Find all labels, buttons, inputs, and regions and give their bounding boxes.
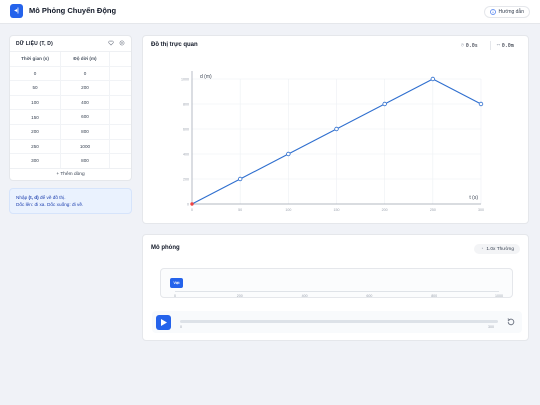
speed-icon: ◔	[480, 246, 484, 252]
table-row: 300 800	[10, 154, 131, 169]
app-title: Mô Phỏng Chuyển Động	[29, 6, 117, 15]
data-panel: DỮ LIỆU (T, D) Thời gian (s) Độ dời (m) …	[9, 35, 132, 181]
data-panel-title: DỮ LIỆU (T, D)	[16, 41, 53, 47]
guide-label: Hướng dẫn	[498, 9, 524, 15]
distance-cell[interactable]: 800	[60, 154, 110, 168]
table-row: 200 800	[10, 124, 131, 140]
simulation-panel: Mô phỏng ◔ 1.0x Thường Vật 0 200 400 600 800…	[142, 234, 529, 341]
x-tick-label: 100	[285, 208, 291, 212]
data-point	[334, 126, 339, 132]
distance-cell[interactable]: 400	[60, 95, 110, 110]
playback-controls: 0 300	[152, 311, 522, 333]
speed-label: 1.0x Thường	[486, 246, 514, 252]
distance-time-chart: 0 200 400 600 800 1000 0 50 100 150 200 250 300 d (m)…	[181, 71, 484, 212]
play-button[interactable]	[156, 315, 171, 330]
y-tick-label: 600	[183, 127, 189, 131]
x-tick-label: 250	[430, 208, 436, 212]
clock-icon: ◷	[461, 43, 464, 48]
motion-track: Vật 0 200 400 600 800 1000	[160, 268, 513, 298]
time-cell[interactable]: 0	[33, 70, 37, 76]
play-icon	[161, 319, 167, 326]
y-axis-label: d (m)	[200, 74, 212, 80]
x-tick-label: 200	[382, 208, 388, 212]
data-point	[478, 101, 484, 107]
add-row-button[interactable]: + Thêm dòng	[10, 168, 131, 180]
y-tick-label: 1000	[181, 77, 189, 81]
y-tick-label: 200	[183, 177, 189, 181]
time-cell[interactable]: 250	[31, 143, 39, 149]
track-tick-label: 0	[174, 294, 176, 298]
hint-line-1: Nhập (t, d) để vẽ đồ thị.	[16, 195, 66, 200]
table-header-row: Thời gian (s) Độ dời (m)	[10, 52, 131, 67]
graph-panel: Đồ thị trực quan ◷ 0.0s ⟷ 0.0m 0 200 400 600 8…	[142, 35, 529, 224]
hint-note: Nhập (t, d) để vẽ đồ thị. Dốc lên: đi xa…	[9, 188, 132, 214]
readout-divider	[490, 41, 491, 50]
data-point	[286, 151, 291, 157]
track-tick-label: 800	[431, 294, 438, 298]
distance-cell[interactable]: 0	[60, 66, 110, 81]
simulation-title: Mô phỏng	[151, 245, 180, 251]
time-slider[interactable]	[180, 320, 498, 323]
distance-cell[interactable]: 200	[60, 81, 110, 95]
column-header-time: Thời gian (s)	[21, 56, 49, 62]
track-line	[175, 291, 499, 292]
current-position-marker	[190, 202, 194, 206]
app-logo-icon: ◂|	[10, 4, 23, 18]
distance-cell[interactable]: 600	[60, 110, 110, 124]
time-cell[interactable]: 300	[31, 158, 39, 164]
slider-min-label: 0	[180, 325, 182, 329]
y-tick-label: 0	[187, 202, 189, 206]
column-header-distance: Độ dời (m)	[60, 52, 110, 66]
speed-selector[interactable]: ◔ 1.0x Thường	[474, 244, 520, 254]
time-cell[interactable]: 150	[31, 114, 39, 120]
data-table: Thời gian (s) Độ dời (m) 0 0 50 200 100 400 15…	[10, 51, 131, 169]
data-point	[237, 176, 243, 182]
x-axis-label: t (s)	[469, 195, 478, 201]
x-tick-label: 300	[478, 208, 484, 212]
app-header: ◂| Mô Phỏng Chuyển Động Hướng dẫn	[0, 0, 540, 24]
table-row: 100 400	[10, 95, 131, 111]
distance-readout: ⟷ 0.0m	[497, 42, 514, 49]
track-tick-label: 1000	[495, 294, 503, 298]
y-tick-label: 800	[183, 102, 189, 106]
info-icon	[490, 9, 497, 15]
hint-line-2: Dốc lên: đi xa. Dốc xuống: đi về.	[16, 202, 84, 207]
ruler-icon: ⟷	[497, 43, 500, 48]
table-row: 150 600	[10, 110, 131, 125]
x-tick-label: 50	[238, 208, 242, 212]
heart-icon[interactable]	[108, 40, 114, 46]
data-point	[382, 101, 387, 107]
guide-button[interactable]: Hướng dẫn	[484, 6, 530, 18]
track-tick-label: 200	[236, 294, 243, 298]
slider-max-label: 300	[488, 325, 494, 329]
settings-icon[interactable]	[119, 40, 125, 46]
track-tick-label: 400	[301, 294, 308, 298]
graph-title: Đồ thị trực quan	[151, 42, 198, 48]
distance-cell[interactable]: 1000	[60, 139, 110, 154]
time-cell[interactable]: 50	[32, 85, 38, 91]
time-cell[interactable]: 100	[31, 100, 39, 106]
table-row: 250 1000	[10, 139, 131, 155]
moving-object[interactable]: Vật	[170, 278, 183, 288]
time-readout: ◷ 0.0s	[461, 42, 478, 49]
track-tick-label: 600	[366, 294, 373, 298]
reset-icon[interactable]	[506, 317, 516, 327]
x-tick-label: 150	[334, 208, 340, 212]
time-cell[interactable]: 200	[31, 129, 39, 135]
y-tick-label: 400	[183, 152, 189, 156]
distance-cell[interactable]: 800	[60, 124, 110, 139]
table-row: 50 200	[10, 81, 131, 96]
x-tick-label: 0	[191, 208, 193, 212]
data-point	[430, 76, 436, 82]
